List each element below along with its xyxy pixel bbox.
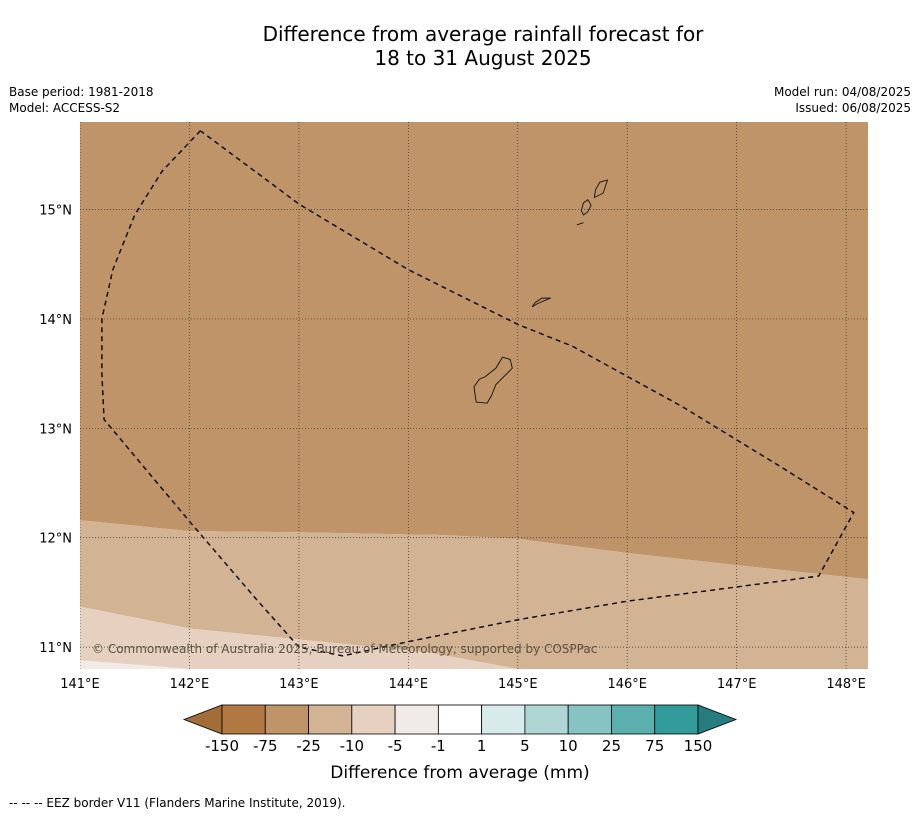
- legend-arrow-high: [697, 704, 738, 735]
- legend-swatch: [221, 704, 266, 735]
- legend-tick-label: 75: [645, 737, 664, 755]
- legend-tick-label: -10: [340, 737, 365, 755]
- longitude-tick-label: 148°E: [826, 677, 866, 692]
- model-run: Model run: 04/08/2025: [773, 85, 911, 99]
- legend-tick-label: 150: [684, 737, 713, 755]
- band-dry-moderate: [80, 520, 868, 669]
- legend-swatch: [394, 704, 439, 735]
- legend-tick-label: 5: [520, 737, 530, 755]
- base-period: Base period: 1981-2018: [9, 85, 154, 99]
- island-outline: [531, 297, 551, 308]
- island-outline: [580, 199, 592, 216]
- legend-tick-label: -150: [205, 737, 239, 755]
- longitude-tick-label: 145°E: [498, 677, 538, 692]
- rainfall-map: © Commonwealth of Australia 2025, Bureau…: [39, 122, 868, 692]
- legend-swatch: [654, 704, 699, 735]
- longitude-tick-label: 146°E: [607, 677, 647, 692]
- band-dry-slight: [80, 606, 868, 669]
- longitude-tick-label: 144°E: [389, 677, 429, 692]
- legend-tick-label: -1: [431, 737, 446, 755]
- legend-title: Difference from average (mm): [330, 763, 589, 783]
- latitude-tick-label: 15°N: [39, 204, 72, 219]
- meta-right: Model run: 04/08/2025 Issued: 06/08/2025: [774, 84, 911, 116]
- longitude-tick-label: 147°E: [717, 677, 757, 692]
- eez-border: [101, 130, 855, 657]
- legend-tick-label: 10: [559, 737, 578, 755]
- band-dry-strong: [80, 122, 868, 580]
- longitude-tick-label: 142°E: [170, 677, 210, 692]
- eez-border-note: -- -- -- EEZ border V11 (Flanders Marine…: [9, 796, 346, 810]
- map-title: Difference from average rainfall forecas…: [0, 22, 919, 70]
- legend-swatch: [351, 704, 396, 735]
- latitude-tick-label: 14°N: [39, 313, 72, 328]
- legend-arrow-low: [182, 704, 223, 735]
- island-outline: [576, 222, 584, 226]
- latitude-tick-label: 13°N: [39, 422, 72, 437]
- legend-tick-label: -75: [253, 737, 278, 755]
- legend-tick-label: -5: [388, 737, 403, 755]
- legend-swatch: [567, 704, 612, 735]
- title-line-2: 18 to 31 August 2025: [374, 46, 592, 70]
- latitude-tick-label: 12°N: [39, 532, 72, 547]
- meta-left: Base period: 1981-2018 Model: ACCESS-S2: [9, 84, 154, 116]
- legend-swatch: [437, 704, 483, 735]
- island-outline: [593, 179, 609, 199]
- island-outline: [473, 356, 513, 404]
- longitude-tick-label: 141°E: [60, 677, 100, 692]
- legend-tick-label: -25: [296, 737, 321, 755]
- colour-legend: -150 -75 -25 -10 -5 -1 1 5 10 25 75 150 Difference …: [182, 704, 738, 783]
- title-line-1: Difference from average rainfall forecas…: [262, 22, 704, 46]
- legend-tick-label: 25: [602, 737, 621, 755]
- model-name: Model: ACCESS-S2: [9, 101, 121, 115]
- legend-swatch: [524, 704, 569, 735]
- legend-swatch: [308, 704, 353, 735]
- longitude-tick-label: 143°E: [279, 677, 319, 692]
- legend-swatch: [481, 704, 526, 735]
- legend-swatch: [264, 704, 309, 735]
- band-dry-minimal: [80, 660, 868, 669]
- latitude-tick-label: 11°N: [39, 641, 72, 656]
- copyright-notice: © Commonwealth of Australia 2025, Bureau…: [92, 642, 597, 656]
- legend-tick-label: 1: [477, 737, 487, 755]
- issued-date: Issued: 06/08/2025: [795, 101, 911, 115]
- legend-swatch: [611, 704, 656, 735]
